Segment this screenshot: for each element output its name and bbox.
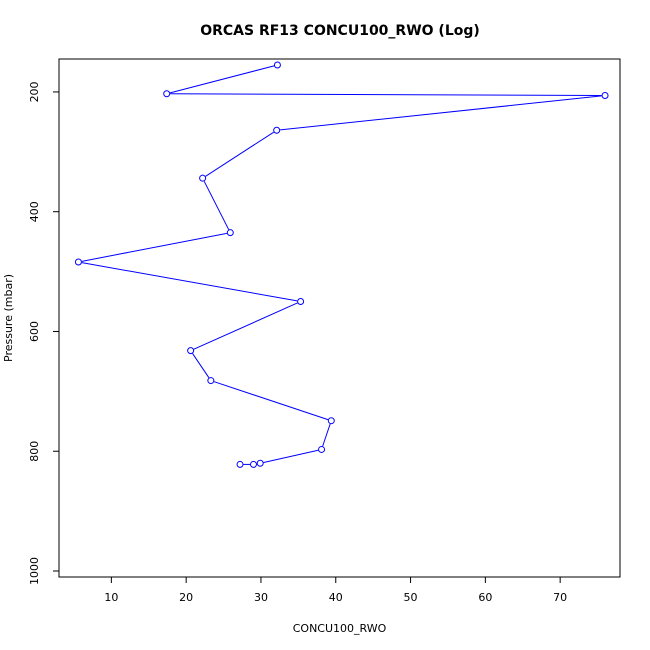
- x-tick-label: 10: [104, 591, 118, 604]
- x-tick-label: 30: [254, 591, 268, 604]
- data-point: [297, 298, 305, 306]
- data-point: [236, 460, 244, 468]
- series-segment: [170, 93, 602, 97]
- x-tick-label: 70: [553, 591, 567, 604]
- y-tick-label: 800: [28, 441, 41, 462]
- x-tick-label: 20: [179, 591, 193, 604]
- data-point: [74, 258, 82, 266]
- y-tick-label: 400: [28, 201, 41, 222]
- series-segment: [322, 423, 331, 447]
- data-point: [256, 459, 264, 467]
- data-point: [207, 377, 215, 385]
- y-tick-label: 200: [28, 81, 41, 102]
- x-tick-label: 50: [404, 591, 418, 604]
- series-group: [74, 61, 609, 468]
- data-point: [327, 417, 335, 425]
- data-point: [273, 61, 281, 69]
- chart-title: ORCAS RF13 CONCU100_RWO (Log): [200, 23, 480, 39]
- y-tick-label: 1000: [28, 557, 41, 585]
- data-point: [187, 347, 195, 355]
- y-tick-label: 600: [28, 321, 41, 342]
- series-segment: [193, 302, 298, 350]
- y-axis-label: Pressure (mbar): [2, 274, 15, 362]
- data-point: [226, 229, 234, 237]
- series-segment: [203, 181, 230, 230]
- x-tick-label: 40: [329, 591, 343, 604]
- series-segment: [263, 449, 319, 463]
- series-segment: [192, 353, 210, 378]
- data-point: [249, 460, 257, 468]
- series-segment: [214, 381, 329, 421]
- series-segment: [81, 262, 298, 302]
- y-axis: 200 400 600 800 1000: [28, 81, 59, 585]
- data-point: [318, 445, 326, 453]
- series-segment: [81, 232, 227, 262]
- x-axis-label: CONCU100_RWO: [293, 622, 387, 635]
- data-point: [601, 92, 609, 100]
- series-segment: [205, 131, 275, 177]
- x-axis: 10 20 30 40 50 60 70: [104, 577, 567, 604]
- x-tick-label: 60: [478, 591, 492, 604]
- series-segment: [280, 95, 602, 131]
- data-point: [163, 90, 171, 98]
- data-point: [199, 174, 207, 182]
- series-segment: [169, 65, 275, 94]
- plot-frame: [58, 58, 621, 578]
- data-point: [273, 126, 281, 134]
